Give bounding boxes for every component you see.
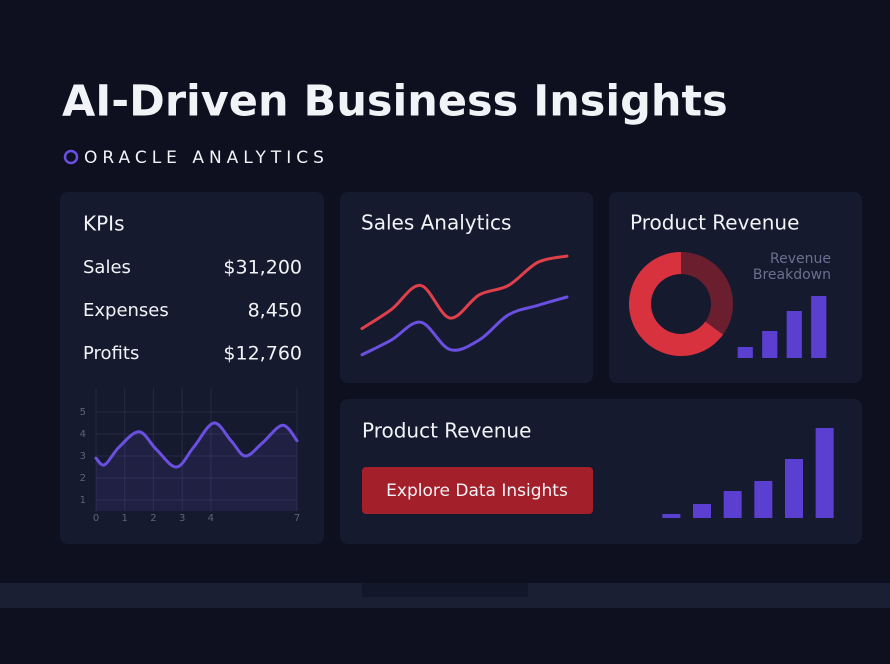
- x-tick-label: 3: [179, 513, 185, 524]
- button[interactable]: Explore Data Insights: [362, 467, 593, 514]
- chart-subtitle-text: Revenue Breakdown: [752, 251, 831, 283]
- x-tick-label: 2: [150, 513, 156, 524]
- chart-subtitle: Revenue Breakdown: [752, 251, 831, 283]
- x-tick-label: 1: [122, 513, 128, 524]
- bar: [785, 459, 803, 518]
- dock-tab: [362, 583, 528, 597]
- bar: [815, 428, 834, 518]
- y-tick-label: 1: [80, 495, 86, 506]
- x-tick-label: 7: [294, 513, 300, 524]
- x-tick-label: 4: [208, 513, 214, 524]
- button-bg[interactable]: [362, 467, 593, 514]
- y-tick-label: 3: [80, 451, 86, 462]
- bar: [762, 331, 778, 358]
- y-tick-label: 4: [80, 429, 86, 440]
- card-title: Product Revenue: [362, 419, 531, 443]
- subtitle-dot: [63, 149, 79, 165]
- kpi-value: $12,760: [223, 343, 302, 365]
- bar: [786, 311, 802, 358]
- donut-slice: [681, 252, 734, 335]
- kpi-value: $31,200: [223, 257, 302, 279]
- kpi-label: Profits: [83, 343, 139, 364]
- line: [360, 254, 569, 330]
- button-label[interactable]: Explore Data Insights: [386, 481, 568, 501]
- line: [360, 295, 569, 357]
- line: [94, 421, 299, 469]
- kpi-label: Sales: [83, 257, 131, 278]
- card-title: Sales Analytics: [361, 211, 511, 235]
- donut-slice: [629, 252, 724, 356]
- bar: [754, 481, 773, 518]
- bar: [811, 296, 827, 358]
- bar: [723, 491, 742, 518]
- subtitle: ORACLE ANALYTICS: [84, 148, 329, 168]
- page-title: AI-Driven Business Insights: [62, 77, 728, 127]
- line-area: [96, 422, 297, 511]
- y-tick-label: 5: [80, 407, 86, 418]
- card-title: KPIs: [83, 212, 125, 236]
- x-tick-label: 0: [93, 513, 99, 524]
- bar: [737, 347, 753, 358]
- kpi-label: Expenses: [83, 300, 169, 321]
- bar: [662, 514, 681, 518]
- card-title: Product Revenue: [630, 211, 799, 235]
- y-tick-label: 2: [80, 473, 86, 484]
- kpi-value: 8,450: [248, 300, 302, 322]
- card: [340, 192, 593, 383]
- bar: [693, 504, 711, 518]
